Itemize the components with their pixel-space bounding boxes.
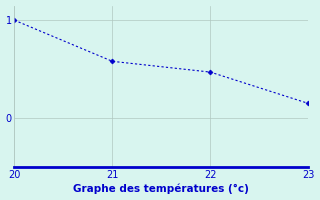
- X-axis label: Graphe des températures (°c): Graphe des températures (°c): [73, 184, 249, 194]
